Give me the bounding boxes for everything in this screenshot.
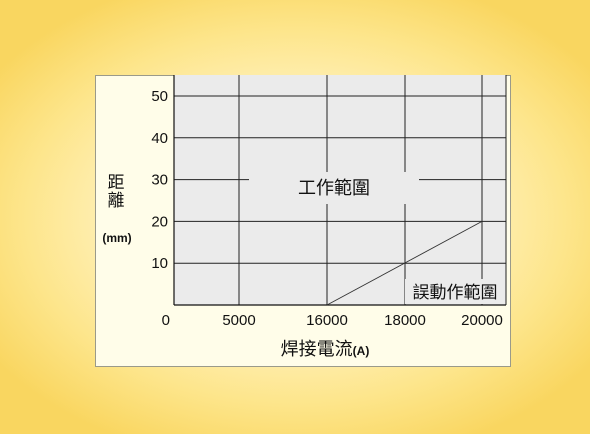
x-axis-label: 焊接電流(A) [281,339,370,359]
y-tick-label-40: 40 [151,130,168,147]
x-tick-label-20000: 20000 [461,312,503,329]
y-tick-label-20: 20 [151,213,168,230]
malfunction-boundary-line [326,221,483,306]
y-tick-label-50: 50 [151,88,168,105]
x-tick-label-0: 0 [162,312,170,329]
y-axis-unit: (mm) [102,231,131,245]
work-range-label: 工作範圍 [298,178,370,198]
x-axis-unit: (A) [353,344,370,358]
y-tick-labels: 10 20 30 40 50 [151,88,168,272]
x-tick-label-18000: 18000 [384,312,426,329]
x-axis-label-text: 焊接電流 [281,339,353,359]
x-tick-label-5000: 5000 [222,312,255,329]
malfunction-range-label: 誤動作範圍 [413,283,498,302]
malfunction-range-label-bg [405,279,505,304]
x-tick-label-16000: 16000 [306,312,348,329]
x-tick-labels: 0 5000 16000 18000 20000 [162,312,503,329]
y-axis-label-char-1: 距 [108,173,125,192]
y-tick-label-30: 30 [151,172,168,189]
work-range-label-bg [249,172,419,204]
y-axis-label-char-2: 離 [108,191,125,210]
y-tick-label-10: 10 [151,255,168,272]
